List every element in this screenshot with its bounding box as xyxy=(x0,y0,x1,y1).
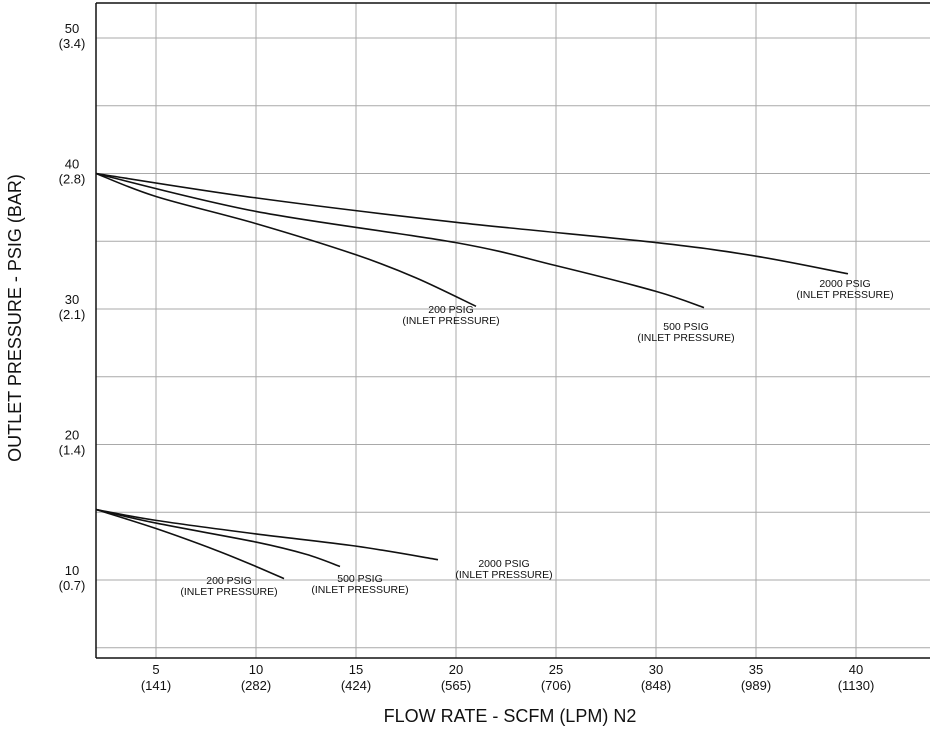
series-line-6 xyxy=(95,508,439,561)
y-tick-label: 10 xyxy=(65,563,79,578)
x-tick-sublabel: (141) xyxy=(141,678,171,693)
curve-sublabel-5: (INLET PRESSURE) xyxy=(311,584,408,596)
y-tick-label: 30 xyxy=(65,292,79,307)
x-tick-sublabel: (424) xyxy=(341,678,371,693)
x-tick-label: 5 xyxy=(152,662,159,677)
x-tick-labels: 5(141) 10(282) 15(424) 20(565) 25(706) 30(848… xyxy=(141,662,874,693)
curve-labels: 200 PSIG(INLET PRESSURE) 500 PSIG(INLET P… xyxy=(180,278,893,598)
curve-label-5: 500 PSIG xyxy=(337,573,383,585)
x-tick-label: 20 xyxy=(449,662,463,677)
vertical-gridlines xyxy=(155,3,857,658)
x-tick-sublabel: (565) xyxy=(441,678,471,693)
y-tick-sublabel: (3.4) xyxy=(59,36,86,51)
x-tick-label: 10 xyxy=(249,662,263,677)
curve-label-1: 200 PSIG xyxy=(428,304,474,316)
series-line-3 xyxy=(95,172,849,275)
curve-sublabel-3: (INLET PRESSURE) xyxy=(796,289,893,301)
curve-sublabel-4: (INLET PRESSURE) xyxy=(180,586,277,598)
x-tick-sublabel: (848) xyxy=(641,678,671,693)
x-tick-sublabel: (282) xyxy=(241,678,271,693)
x-tick-label: 40 xyxy=(849,662,863,677)
x-tick-label: 30 xyxy=(649,662,663,677)
y-tick-sublabel: (1.4) xyxy=(59,443,86,458)
curve-label-2: 500 PSIG xyxy=(663,321,709,333)
y-tick-label: 40 xyxy=(65,157,79,172)
x-axis-title: FLOW RATE - SCFM (LPM) N2 xyxy=(384,706,637,726)
y-tick-sublabel: (2.8) xyxy=(59,172,86,187)
y-tick-sublabel: (2.1) xyxy=(59,307,86,322)
series-line-4 xyxy=(95,508,285,580)
y-tick-sublabel: (0.7) xyxy=(59,578,86,593)
curve-sublabel-1: (INLET PRESSURE) xyxy=(402,315,499,327)
curve-label-4: 200 PSIG xyxy=(206,575,252,587)
x-tick-sublabel: (706) xyxy=(541,678,571,693)
plot-frame xyxy=(95,2,930,659)
curves xyxy=(95,172,849,580)
curve-label-6: 2000 PSIG xyxy=(478,558,529,570)
y-axis-title: OUTLET PRESSURE - PSIG (BAR) xyxy=(5,174,25,462)
x-tick-label: 15 xyxy=(349,662,363,677)
x-tick-sublabel: (1130) xyxy=(838,678,875,693)
series-line-2 xyxy=(95,172,705,309)
y-tick-label: 20 xyxy=(65,428,79,443)
horizontal-gridlines xyxy=(96,37,930,649)
curve-sublabel-2: (INLET PRESSURE) xyxy=(637,332,734,344)
series-line-1 xyxy=(95,172,477,308)
series-line-5 xyxy=(95,508,341,568)
curve-sublabel-6: (INLET PRESSURE) xyxy=(455,569,552,581)
x-tick-label: 35 xyxy=(749,662,763,677)
y-tick-label: 50 xyxy=(65,21,79,36)
x-tick-sublabel: (989) xyxy=(741,678,771,693)
x-tick-label: 25 xyxy=(549,662,563,677)
y-tick-labels: 10(0.7) 20(1.4) 30(2.1) 40(2.8) 50(3.4) xyxy=(59,21,86,593)
curve-label-3: 2000 PSIG xyxy=(819,278,870,290)
